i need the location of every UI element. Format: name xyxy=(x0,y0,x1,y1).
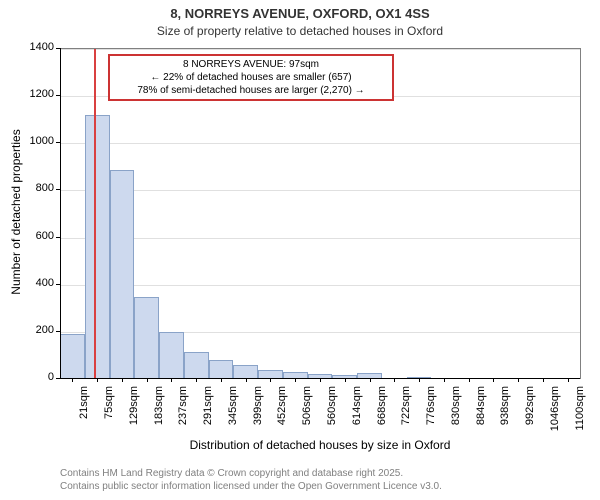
x-tick xyxy=(568,378,569,382)
x-tick-label: 129sqm xyxy=(128,386,140,436)
x-tick-label: 830sqm xyxy=(450,386,462,436)
x-tick-label: 452sqm xyxy=(276,386,288,436)
x-tick-label: 399sqm xyxy=(252,386,264,436)
x-tick-label: 560sqm xyxy=(326,386,338,436)
x-tick-label: 776sqm xyxy=(425,386,437,436)
histogram-bar xyxy=(184,352,209,379)
x-tick xyxy=(394,378,395,382)
gridline xyxy=(60,49,580,50)
x-tick xyxy=(196,378,197,382)
x-tick xyxy=(72,378,73,382)
x-tick-label: 668sqm xyxy=(376,386,388,436)
x-tick-label: 884sqm xyxy=(475,386,487,436)
x-tick xyxy=(246,378,247,382)
y-axis-title: Number of detached properties xyxy=(9,47,23,377)
histogram-bar xyxy=(209,360,234,379)
x-tick xyxy=(147,378,148,382)
annotation-line: 78% of semi-detached houses are larger (… xyxy=(116,84,386,97)
x-tick-label: 237sqm xyxy=(177,386,189,436)
x-tick xyxy=(345,378,346,382)
x-tick-label: 1100sqm xyxy=(574,386,586,436)
gridline xyxy=(60,190,580,191)
reference-line xyxy=(94,49,96,379)
x-tick-label: 1046sqm xyxy=(549,386,561,436)
x-tick xyxy=(122,378,123,382)
x-tick xyxy=(97,378,98,382)
x-tick-label: 21sqm xyxy=(78,386,90,436)
x-tick xyxy=(543,378,544,382)
x-tick-label: 345sqm xyxy=(227,386,239,436)
x-tick-label: 75sqm xyxy=(103,386,115,436)
footer-line2: Contains public sector information licen… xyxy=(60,481,442,493)
x-tick xyxy=(221,378,222,382)
x-tick-label: 291sqm xyxy=(202,386,214,436)
x-tick xyxy=(518,378,519,382)
title-line2: Size of property relative to detached ho… xyxy=(0,24,600,38)
x-tick xyxy=(295,378,296,382)
x-tick xyxy=(444,378,445,382)
x-tick-label: 614sqm xyxy=(351,386,363,436)
histogram-bar xyxy=(134,297,159,380)
gridline xyxy=(60,285,580,286)
x-tick xyxy=(320,378,321,382)
x-tick-label: 506sqm xyxy=(301,386,313,436)
x-tick-label: 938sqm xyxy=(499,386,511,436)
x-tick xyxy=(493,378,494,382)
x-tick xyxy=(419,378,420,382)
gridline xyxy=(60,238,580,239)
x-tick-label: 992sqm xyxy=(524,386,536,436)
x-tick xyxy=(469,378,470,382)
x-tick-label: 183sqm xyxy=(153,386,165,436)
footer-line1: Contains HM Land Registry data © Crown c… xyxy=(60,468,403,480)
title-line1: 8, NORREYS AVENUE, OXFORD, OX1 4SS xyxy=(0,6,600,21)
annotation-box: 8 NORREYS AVENUE: 97sqm← 22% of detached… xyxy=(108,54,394,101)
annotation-line: ← 22% of detached houses are smaller (65… xyxy=(116,71,386,84)
x-tick-label: 722sqm xyxy=(400,386,412,436)
histogram-bar xyxy=(159,332,184,379)
histogram-bar xyxy=(110,170,135,379)
x-axis-title: Distribution of detached houses by size … xyxy=(60,438,580,452)
histogram-bar xyxy=(60,334,85,379)
x-tick xyxy=(370,378,371,382)
x-tick xyxy=(270,378,271,382)
histogram-bar xyxy=(85,115,110,379)
y-axis xyxy=(60,48,61,378)
annotation-line: 8 NORREYS AVENUE: 97sqm xyxy=(116,58,386,71)
gridline xyxy=(60,143,580,144)
x-tick xyxy=(171,378,172,382)
histogram-bar xyxy=(233,365,258,379)
